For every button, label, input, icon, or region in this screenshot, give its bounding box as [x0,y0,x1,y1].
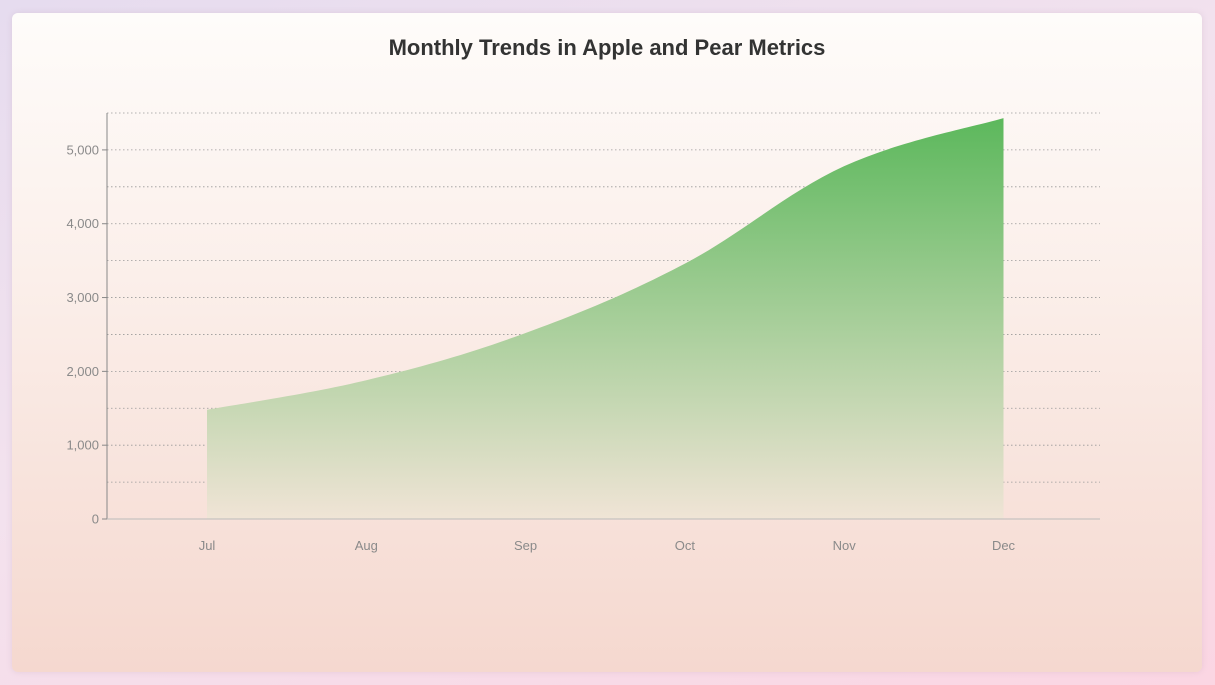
y-tick-label: 2,000 [66,364,99,379]
y-tick-label: 1,000 [66,438,99,453]
area-fill [207,118,1004,520]
area-series [207,118,1004,520]
y-tick-label: 0 [92,512,99,527]
x-tick-label: Sep [514,538,537,553]
axes [106,113,1100,520]
area-chart: 0 1,000 2,000 3,000 4,000 5,000 Jul Aug Sep Oct N… [66,112,1100,553]
x-tick-label: Aug [355,538,378,553]
chart-title: Monthly Trends in Apple and Pear Metrics [388,35,826,60]
x-tick-label: Jul [199,538,216,553]
x-tick-label: Oct [675,538,696,553]
x-axis-ticks: Jul Aug Sep Oct Nov Dec [199,538,1016,553]
y-axis-ticks: 0 1,000 2,000 3,000 4,000 5,000 [66,142,107,527]
x-tick-label: Dec [992,538,1016,553]
y-tick-label: 5,000 [66,142,99,157]
y-tick-label: 4,000 [66,216,99,231]
chart-card: Monthly Trends in Apple and Pear Metrics… [12,13,1202,672]
x-tick-label: Nov [833,538,857,553]
y-tick-label: 3,000 [66,290,99,305]
